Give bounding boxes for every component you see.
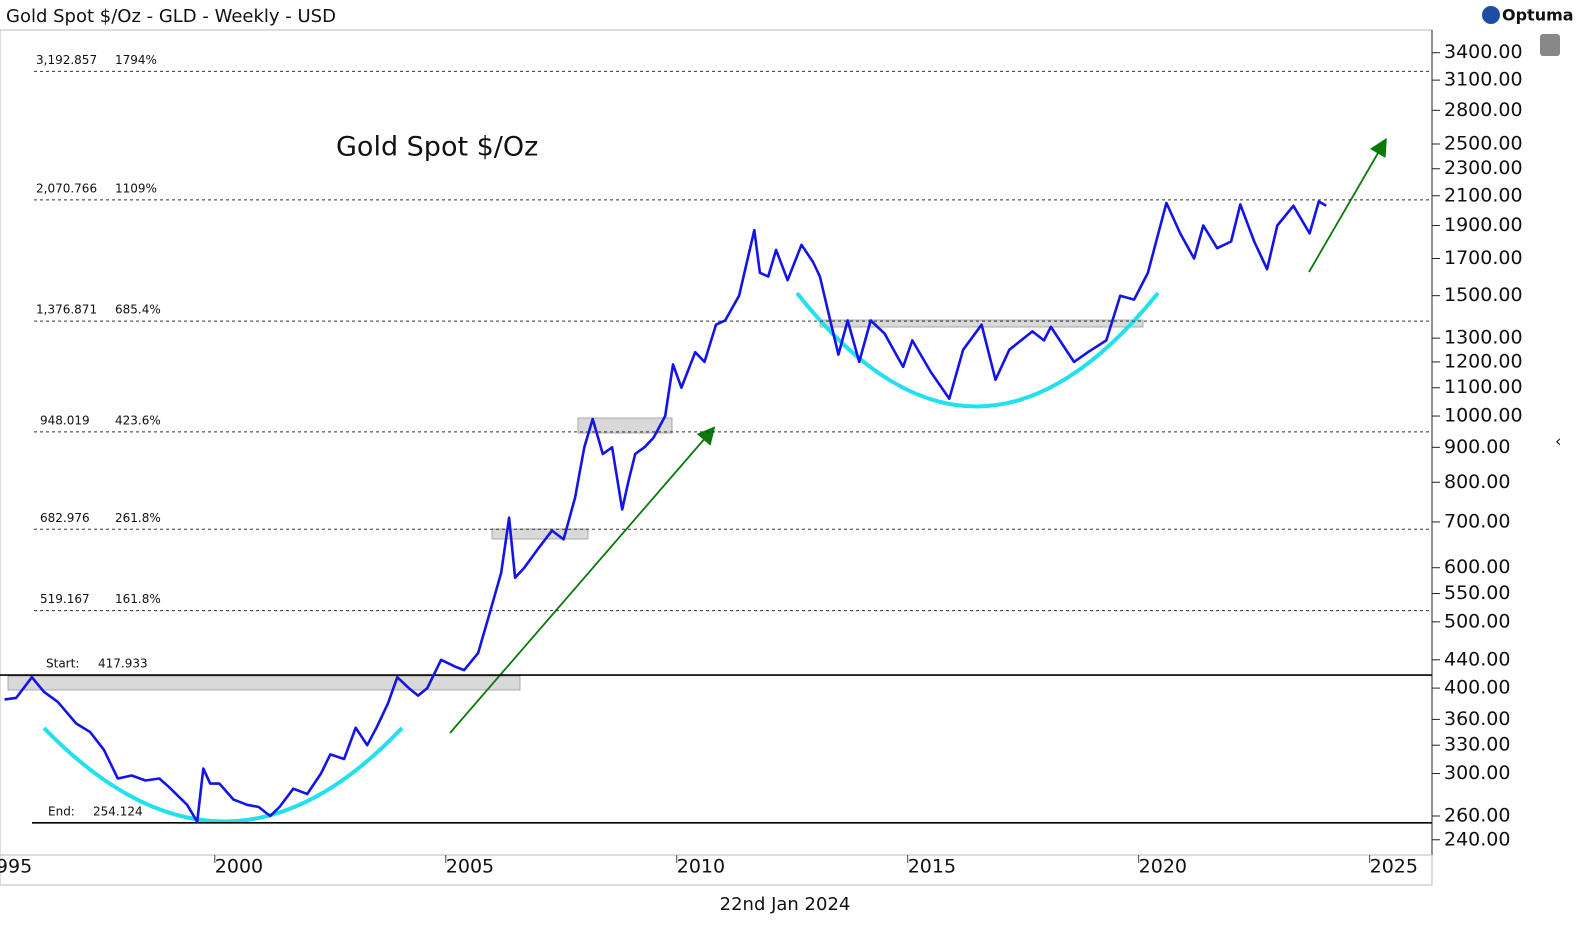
x-tick-label: 2005 (446, 856, 494, 878)
y-tick-label: 600.00 (1444, 556, 1510, 578)
x-tick-label: 2020 (1139, 856, 1187, 878)
y-tick-label: 440.00 (1444, 648, 1510, 670)
level-pct: 423.6% (115, 413, 161, 427)
y-tick-label: 2300.00 (1444, 157, 1523, 179)
lock-icon[interactable] (1540, 34, 1560, 56)
level-pct: 161.8% (115, 592, 161, 606)
x-tick-label: 2015 (908, 856, 956, 878)
level-pct: 685.4% (115, 303, 161, 317)
x-tick-label: 2010 (677, 856, 725, 878)
y-tick-label: 300.00 (1444, 762, 1510, 784)
y-tick-label: 1900.00 (1444, 214, 1523, 236)
level-pct: 1794% (115, 53, 157, 67)
y-tick-label: 550.00 (1444, 582, 1510, 604)
y-tick-label: 260.00 (1444, 805, 1510, 827)
y-tick-label: 1500.00 (1444, 284, 1523, 306)
level-pct: 261.8% (115, 511, 161, 525)
y-tick-label: 2500.00 (1444, 132, 1523, 154)
level-label: 519.167 (40, 592, 90, 606)
brand-name: Optuma (1502, 6, 1574, 25)
y-tick-label: 2100.00 (1444, 184, 1523, 206)
trend-arrow (449, 426, 716, 734)
y-tick-label: 360.00 (1444, 708, 1510, 730)
level-label: 2,070.766 (36, 181, 97, 195)
x-tick-label: 2025 (1370, 856, 1418, 878)
brand: Optuma (1482, 6, 1574, 25)
date-label: 22nd Jan 2024 (720, 894, 851, 915)
plot-frame (0, 29, 1433, 886)
brand-icon (1482, 6, 1500, 24)
zone (577, 417, 673, 434)
y-tick-label: 3100.00 (1444, 69, 1523, 91)
header: Gold Spot $/Oz - GLD - Weekly - USD (6, 6, 336, 27)
bound-name: End: (48, 804, 75, 818)
level-pct: 1109% (115, 181, 157, 195)
y-tick-label: 500.00 (1444, 610, 1510, 632)
y-tick-label: 2800.00 (1444, 99, 1523, 121)
bound-value: 417.933 (98, 657, 148, 671)
y-tick-label: 3400.00 (1444, 41, 1523, 63)
cup-arc (42, 726, 404, 824)
level-label: 1,376.871 (36, 303, 97, 317)
y-tick-label: 400.00 (1444, 677, 1510, 699)
bound-name: Start: (46, 657, 79, 671)
y-tick-label: 240.00 (1444, 828, 1510, 850)
price-line (4, 200, 1327, 824)
bound-value: 254.124 (93, 804, 143, 818)
y-tick-label: 900.00 (1444, 436, 1510, 458)
x-tick-label: 1995 (0, 856, 32, 878)
level-label: 3,192.857 (36, 53, 97, 67)
y-tick-label: 1200.00 (1444, 350, 1523, 372)
chart-title: Gold Spot $/Oz (336, 132, 538, 163)
level-label: 682.976 (40, 511, 90, 525)
y-tick-label: 1300.00 (1444, 327, 1523, 349)
y-tick-label: 1100.00 (1444, 376, 1523, 398)
y-tick-label: 800.00 (1444, 471, 1510, 493)
trend-arrow (1308, 137, 1387, 273)
collapse-icon[interactable]: ‹ (1555, 432, 1561, 451)
y-tick-label: 330.00 (1444, 734, 1510, 756)
cup-arc (795, 291, 1160, 409)
zone (7, 675, 521, 691)
x-tick-label: 2000 (215, 856, 263, 878)
y-tick-label: 700.00 (1444, 510, 1510, 532)
y-tick-label: 1700.00 (1444, 247, 1523, 269)
y-tick-label: 1000.00 (1444, 405, 1523, 427)
level-label: 948.019 (40, 413, 90, 427)
